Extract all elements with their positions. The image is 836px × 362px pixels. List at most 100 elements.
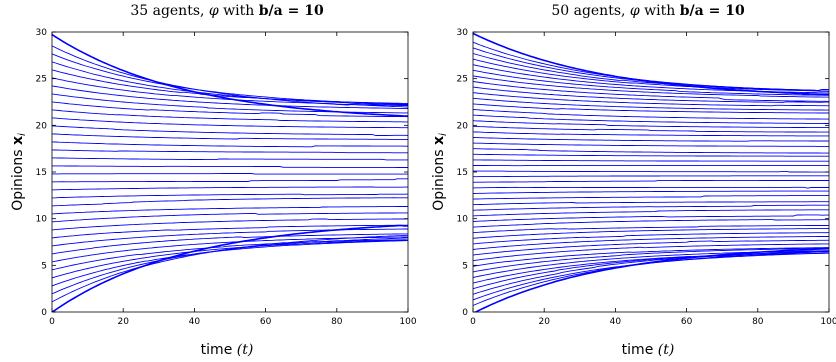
agent-trajectory xyxy=(52,157,408,161)
agent-trajectory xyxy=(52,236,408,263)
agent-trajectory xyxy=(473,114,829,124)
agent-trajectory xyxy=(473,190,829,194)
agent-trajectory xyxy=(473,236,829,250)
agent-trajectory xyxy=(473,148,829,154)
x-tick-label: 0 xyxy=(49,317,55,327)
plot-area: 0 20 40 60 80 100 0 5 10 15 20 25 30 xyxy=(36,28,417,327)
agent-trajectory xyxy=(473,97,829,111)
agent-trajectory xyxy=(52,149,408,154)
agent-trajectory xyxy=(473,58,829,92)
agent-trajectory xyxy=(473,103,829,114)
agent-trajectory xyxy=(473,86,829,103)
y-axis-label: Opinions xi xyxy=(431,133,449,211)
agent-trajectory xyxy=(473,159,829,162)
x-tick-label: 60 xyxy=(681,317,693,327)
agent-trajectory xyxy=(52,237,408,295)
agent-trajectory xyxy=(473,142,829,147)
agent-trajectory xyxy=(52,109,408,123)
agent-trajectory xyxy=(52,141,408,148)
y-tick-label: 0 xyxy=(462,308,468,318)
agent-trajectory xyxy=(52,133,408,140)
agent-trajectory xyxy=(52,206,408,215)
agent-trajectory xyxy=(473,250,829,290)
agent-trajectory xyxy=(473,224,829,234)
agent-trajectory xyxy=(52,173,408,175)
agent-trajectory xyxy=(52,53,408,105)
opinion-trajectories xyxy=(473,32,829,312)
x-axis-label: time (t) xyxy=(201,342,254,358)
agent-trajectory xyxy=(473,228,829,239)
agent-trajectory xyxy=(52,239,408,271)
x-tick-label: 100 xyxy=(399,317,416,327)
x-axis-label: time (t) xyxy=(622,342,675,358)
chart-title: 50 agents, φ with b/a = 10 xyxy=(551,3,745,19)
agent-trajectory xyxy=(52,178,408,183)
agent-trajectory xyxy=(473,131,829,137)
y-tick-label: 20 xyxy=(457,121,469,131)
y-tick-label: 20 xyxy=(36,121,48,131)
chart-panel-2: 50 agents, φ with b/a = 10 time (t) Opin… xyxy=(431,3,836,358)
y-tick-label: 5 xyxy=(462,261,468,271)
agent-trajectory xyxy=(473,179,829,183)
agent-trajectory xyxy=(52,233,408,255)
chart-title: 35 agents, φ with b/a = 10 xyxy=(130,3,324,19)
agent-trajectory xyxy=(473,243,829,262)
agent-trajectory xyxy=(473,250,829,295)
agent-trajectory xyxy=(52,117,408,129)
agent-trajectory xyxy=(52,186,408,191)
agent-trajectory xyxy=(473,69,829,96)
agent-trajectory xyxy=(473,195,829,200)
agent-trajectory xyxy=(473,32,829,96)
y-tick-label: 30 xyxy=(36,28,48,38)
agent-trajectory xyxy=(52,33,408,117)
x-tick-label: 60 xyxy=(260,317,272,327)
x-tick-label: 40 xyxy=(189,317,201,327)
chart-panel-1: 35 agents, φ with b/a = 10 time (t) Opin… xyxy=(10,3,417,358)
x-tick-label: 20 xyxy=(538,317,550,327)
x-tick-label: 80 xyxy=(331,317,343,327)
agent-trajectory xyxy=(473,170,829,173)
agent-trajectory xyxy=(52,239,408,279)
agent-trajectory xyxy=(473,125,829,133)
agent-trajectory xyxy=(52,165,408,168)
agent-trajectory xyxy=(52,101,408,118)
agent-trajectory xyxy=(473,247,829,267)
agent-trajectory xyxy=(473,75,829,98)
x-tick-label: 0 xyxy=(470,317,476,327)
agent-trajectory xyxy=(52,193,408,199)
x-tick-label: 20 xyxy=(117,317,129,327)
y-tick-label: 15 xyxy=(457,168,468,178)
agent-trajectory xyxy=(473,247,829,273)
agent-trajectory xyxy=(52,224,408,312)
x-tick-label: 100 xyxy=(820,317,836,327)
y-tick-label: 30 xyxy=(457,28,469,38)
agent-trajectory xyxy=(52,224,408,239)
agent-trajectory xyxy=(473,81,829,102)
agent-trajectory xyxy=(52,234,408,303)
agent-trajectory xyxy=(52,45,408,108)
y-tick-label: 0 xyxy=(41,308,47,318)
agent-trajectory xyxy=(473,120,829,128)
agent-trajectory xyxy=(473,250,829,278)
agent-trajectory xyxy=(52,85,408,109)
agent-trajectory xyxy=(473,209,829,217)
y-tick-label: 10 xyxy=(36,215,48,225)
y-tick-label: 15 xyxy=(36,168,47,178)
agent-trajectory xyxy=(52,197,408,207)
agent-trajectory xyxy=(473,204,829,211)
opinion-trajectories xyxy=(52,33,408,312)
y-tick-label: 10 xyxy=(457,215,469,225)
x-tick-label: 40 xyxy=(610,317,622,327)
agent-trajectory xyxy=(52,240,408,287)
y-tick-label: 25 xyxy=(36,75,47,85)
y-axis-label: Opinions xi xyxy=(10,133,28,211)
plot-area: 0 20 40 60 80 100 0 5 10 15 20 25 30 xyxy=(457,28,836,327)
agent-trajectory xyxy=(473,252,829,284)
agent-trajectory xyxy=(473,219,829,228)
agent-trajectory xyxy=(473,92,829,107)
agent-trajectory xyxy=(473,137,829,142)
agent-trajectory xyxy=(473,153,829,157)
y-tick-label: 25 xyxy=(457,75,468,85)
agent-trajectory xyxy=(52,228,408,247)
